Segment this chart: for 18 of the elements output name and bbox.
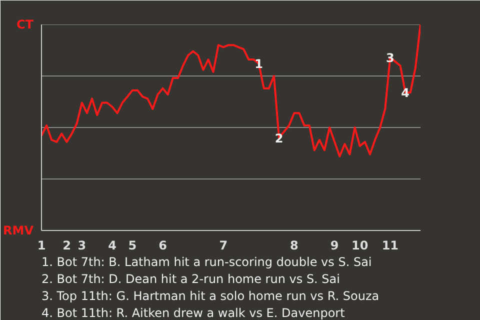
x-tick-label: 11: [382, 238, 399, 252]
text: 4. Bot 11th: R. Aitken drew a walk vs E. Davenport: [42, 306, 346, 320]
x-tick-label: 9: [330, 238, 339, 252]
x-tick-label: 3: [78, 238, 86, 252]
x-tick-label: 7: [219, 238, 228, 252]
x-tick-label: 5: [128, 238, 137, 252]
x-tick-label: 2: [62, 238, 71, 252]
text: RMV: [3, 224, 34, 238]
annotation: 2: [274, 131, 284, 146]
x-tick-label: 6: [158, 238, 167, 252]
text: 3. Top 11th: G. Hartman hit a solo home run vs R. Souza: [42, 289, 380, 303]
x-tick-label: 8: [290, 238, 298, 252]
text: 1. Bot 7th: B. Latham hit a run-scoring double vs S. Sai: [42, 255, 372, 269]
text: CT: [16, 18, 34, 32]
x-tick-label: 4: [108, 238, 116, 252]
text: 2. Bot 7th: D. Dean hit a 2-run home run vs S. Sai: [42, 272, 340, 286]
x-tick-label: 1: [37, 238, 46, 252]
x-tick-label: 10: [352, 238, 368, 252]
